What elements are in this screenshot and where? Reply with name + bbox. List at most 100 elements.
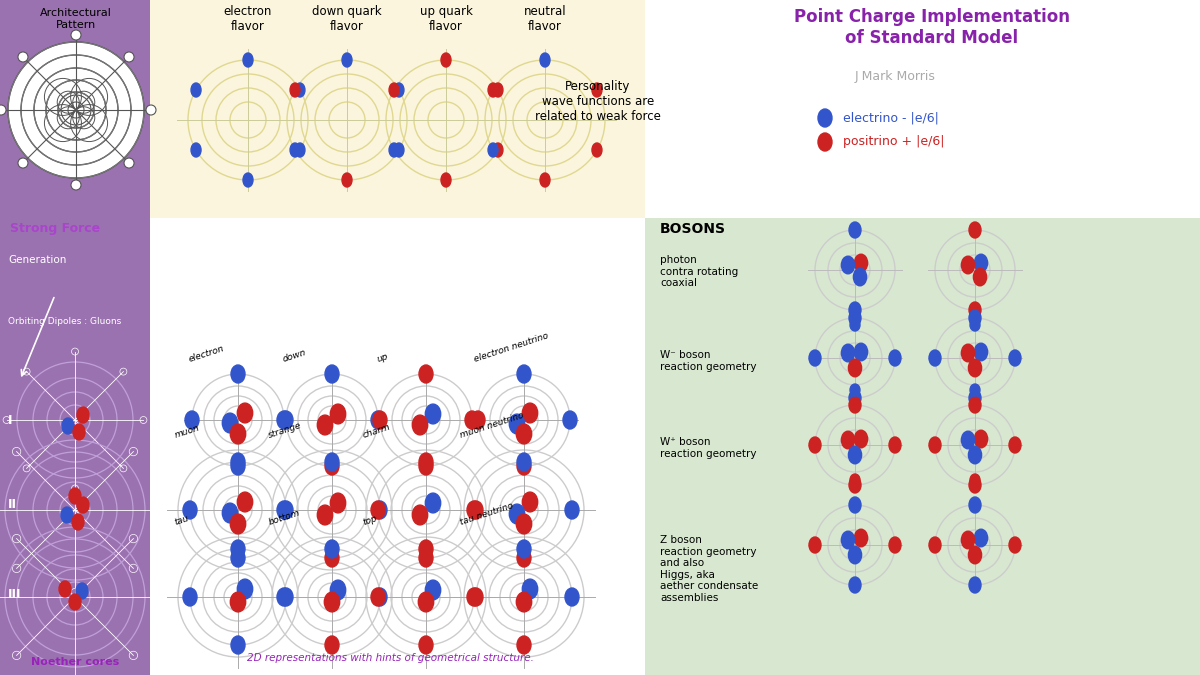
- Text: I: I: [8, 414, 12, 427]
- Ellipse shape: [516, 592, 532, 612]
- Ellipse shape: [488, 83, 498, 97]
- Circle shape: [58, 92, 94, 128]
- Text: J Mark Morris: J Mark Morris: [854, 70, 936, 83]
- Ellipse shape: [563, 411, 577, 429]
- Text: Noether cores: Noether cores: [31, 657, 119, 667]
- Ellipse shape: [324, 592, 340, 612]
- Ellipse shape: [413, 415, 427, 435]
- Ellipse shape: [413, 505, 427, 525]
- Ellipse shape: [1009, 537, 1021, 553]
- Ellipse shape: [419, 549, 433, 567]
- Ellipse shape: [961, 344, 974, 362]
- Ellipse shape: [325, 365, 340, 383]
- Text: Orbiting Dipoles : Gluons: Orbiting Dipoles : Gluons: [8, 317, 121, 326]
- Ellipse shape: [540, 53, 550, 67]
- Ellipse shape: [848, 359, 862, 377]
- Ellipse shape: [342, 173, 352, 187]
- Ellipse shape: [488, 143, 498, 157]
- Ellipse shape: [371, 588, 385, 606]
- Ellipse shape: [77, 497, 89, 513]
- Ellipse shape: [470, 411, 485, 429]
- Ellipse shape: [970, 474, 980, 486]
- Circle shape: [46, 80, 106, 140]
- Ellipse shape: [290, 143, 300, 157]
- Ellipse shape: [848, 546, 862, 564]
- Ellipse shape: [517, 457, 530, 475]
- Ellipse shape: [191, 83, 202, 97]
- Text: electron
flavor: electron flavor: [224, 5, 272, 33]
- Ellipse shape: [185, 411, 199, 429]
- Ellipse shape: [970, 397, 982, 413]
- Ellipse shape: [961, 531, 974, 549]
- Ellipse shape: [850, 319, 860, 331]
- Ellipse shape: [278, 501, 293, 519]
- Ellipse shape: [419, 592, 433, 612]
- Ellipse shape: [929, 537, 941, 553]
- Text: charm: charm: [361, 423, 391, 440]
- Text: tau neutrino: tau neutrino: [460, 502, 515, 527]
- Text: 2D representations with hints of geometrical structure.: 2D representations with hints of geometr…: [246, 653, 534, 663]
- Ellipse shape: [929, 350, 941, 366]
- Ellipse shape: [517, 365, 530, 383]
- Ellipse shape: [242, 173, 253, 187]
- Text: top: top: [361, 514, 378, 527]
- Ellipse shape: [974, 343, 988, 361]
- Text: Generation: Generation: [8, 255, 66, 265]
- Ellipse shape: [469, 501, 482, 519]
- Text: Personality
wave functions are
related to weak force: Personality wave functions are related t…: [535, 80, 661, 123]
- Ellipse shape: [425, 493, 440, 513]
- Text: electron neutrino: electron neutrino: [473, 331, 550, 364]
- Ellipse shape: [182, 501, 197, 519]
- Ellipse shape: [371, 411, 385, 429]
- Ellipse shape: [970, 319, 980, 331]
- Text: Z boson
reaction geometry
and also
Higgs, aka
aether condensate
assemblies: Z boson reaction geometry and also Higgs…: [660, 535, 758, 603]
- Ellipse shape: [278, 588, 293, 606]
- Text: up quark
flavor: up quark flavor: [420, 5, 473, 33]
- Ellipse shape: [517, 453, 530, 471]
- Ellipse shape: [419, 453, 433, 471]
- Ellipse shape: [419, 457, 433, 475]
- Text: II: II: [8, 499, 17, 512]
- Ellipse shape: [516, 424, 532, 444]
- Ellipse shape: [850, 397, 862, 413]
- Circle shape: [34, 68, 118, 152]
- Text: strange: strange: [268, 421, 302, 440]
- Ellipse shape: [592, 83, 602, 97]
- Text: III: III: [8, 589, 22, 601]
- Circle shape: [146, 105, 156, 115]
- Ellipse shape: [841, 431, 854, 449]
- Ellipse shape: [330, 404, 346, 424]
- Ellipse shape: [853, 268, 866, 286]
- Circle shape: [34, 68, 118, 152]
- Ellipse shape: [73, 424, 85, 440]
- Ellipse shape: [540, 173, 550, 187]
- Ellipse shape: [1009, 350, 1021, 366]
- Ellipse shape: [970, 477, 982, 493]
- Text: muon: muon: [173, 423, 200, 440]
- Ellipse shape: [72, 514, 84, 530]
- Text: positrino + |e/6|: positrino + |e/6|: [842, 136, 944, 148]
- Text: BOSONS: BOSONS: [660, 222, 726, 236]
- Ellipse shape: [466, 411, 479, 429]
- Ellipse shape: [230, 549, 245, 567]
- Ellipse shape: [238, 492, 253, 512]
- Ellipse shape: [389, 83, 400, 97]
- Ellipse shape: [277, 588, 292, 606]
- Ellipse shape: [516, 514, 532, 534]
- Ellipse shape: [238, 403, 253, 423]
- Circle shape: [71, 30, 82, 40]
- Ellipse shape: [295, 83, 305, 97]
- Ellipse shape: [850, 390, 862, 406]
- Ellipse shape: [317, 505, 332, 525]
- Ellipse shape: [850, 497, 862, 513]
- Ellipse shape: [425, 580, 440, 600]
- Ellipse shape: [330, 580, 346, 600]
- Ellipse shape: [342, 53, 352, 67]
- Text: bottom: bottom: [268, 508, 301, 527]
- Circle shape: [8, 42, 144, 178]
- Ellipse shape: [467, 501, 481, 519]
- Ellipse shape: [230, 424, 246, 444]
- Circle shape: [124, 52, 134, 62]
- Ellipse shape: [230, 453, 245, 471]
- Ellipse shape: [973, 268, 986, 286]
